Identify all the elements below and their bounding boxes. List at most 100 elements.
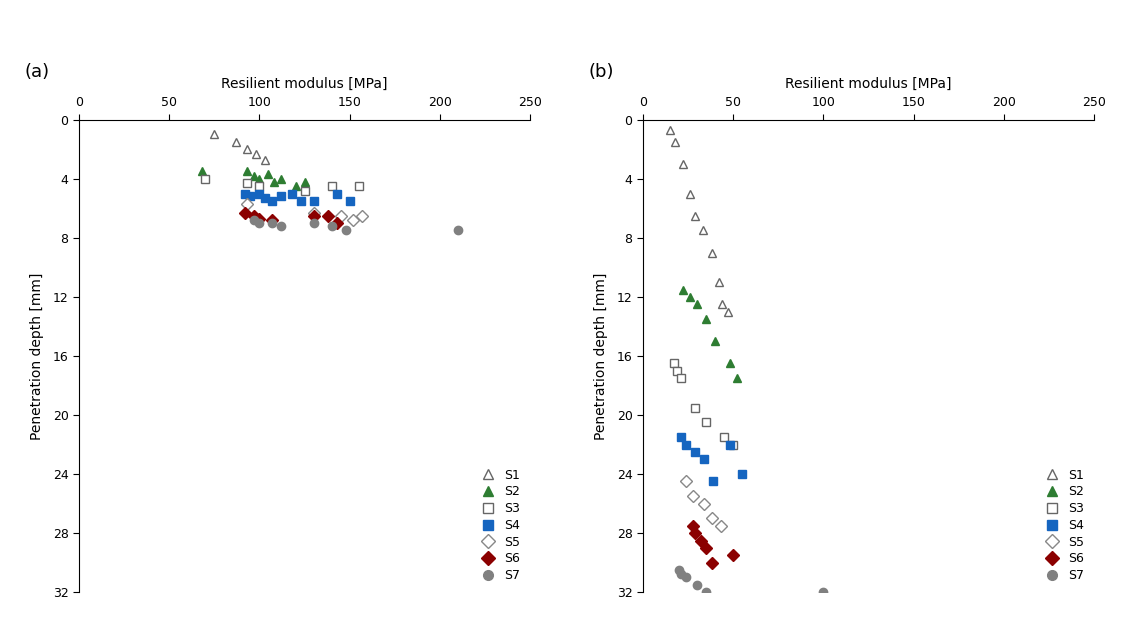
Line: S5: S5: [682, 478, 724, 530]
S5: [334, 212, 347, 219]
S6: [705, 559, 719, 566]
S1: [663, 126, 677, 134]
S6: [307, 212, 320, 219]
S1: [721, 308, 734, 316]
S1: [258, 156, 272, 163]
S2: [684, 293, 697, 301]
S3: [670, 367, 684, 374]
S3: [199, 175, 212, 183]
S6: [726, 551, 740, 559]
S5: [307, 209, 320, 217]
S4: [307, 197, 320, 205]
S3: [688, 404, 702, 411]
S1: [696, 227, 710, 234]
S5: [687, 493, 700, 500]
S6: [265, 216, 279, 224]
S2: [253, 175, 266, 183]
S6: [321, 212, 335, 219]
S4: [244, 193, 257, 200]
S4: [688, 448, 702, 455]
S4: [675, 433, 688, 441]
S5: [346, 216, 360, 224]
S5: [679, 478, 693, 485]
S7: [451, 227, 465, 234]
S2: [274, 175, 288, 183]
S4: [697, 455, 711, 463]
S1: [208, 130, 221, 138]
S4: [274, 193, 288, 200]
S6: [253, 215, 266, 222]
S4: [265, 197, 279, 205]
S6: [699, 544, 713, 552]
S5: [355, 212, 369, 219]
S4: [679, 441, 693, 449]
S7: [247, 216, 261, 224]
S3: [667, 360, 680, 367]
S2: [730, 374, 743, 382]
S1: [249, 150, 263, 158]
S4: [735, 470, 749, 478]
S7: [307, 219, 320, 227]
S5: [240, 200, 254, 208]
S1: [669, 138, 682, 146]
S7: [699, 588, 713, 596]
S2: [262, 171, 275, 178]
Line: S1: S1: [210, 130, 268, 164]
S3: [325, 182, 338, 190]
S2: [240, 168, 254, 175]
X-axis label: Resilient modulus [MPa]: Resilient modulus [MPa]: [785, 77, 952, 91]
Line: S6: S6: [241, 209, 341, 227]
S5: [697, 500, 711, 507]
S4: [331, 190, 344, 197]
S2: [676, 286, 689, 294]
S2: [298, 178, 311, 185]
S7: [325, 222, 338, 230]
Line: S4: S4: [241, 190, 354, 205]
Y-axis label: Penetration depth [mm]: Penetration depth [mm]: [594, 272, 608, 440]
Line: S4: S4: [677, 433, 747, 486]
S6: [238, 209, 252, 217]
S4: [238, 190, 252, 197]
Line: S6: S6: [689, 522, 738, 567]
Line: S7: S7: [675, 566, 828, 597]
S3: [717, 433, 731, 441]
S3: [253, 182, 266, 190]
S5: [714, 522, 728, 530]
S4: [294, 197, 308, 205]
S2: [699, 315, 713, 323]
S7: [340, 227, 353, 234]
Y-axis label: Penetration depth [mm]: Penetration depth [mm]: [30, 272, 44, 440]
S3: [699, 418, 713, 426]
Legend: S1, S2, S3, S4, S5, S6, S7: S1, S2, S3, S4, S5, S6, S7: [1036, 465, 1087, 586]
S3: [352, 182, 365, 190]
Line: S2: S2: [679, 285, 741, 382]
S1: [676, 160, 689, 168]
S4: [723, 441, 737, 449]
X-axis label: Resilient modulus [MPa]: Resilient modulus [MPa]: [221, 77, 388, 91]
S2: [723, 360, 737, 367]
S1: [715, 301, 729, 308]
S7: [679, 574, 693, 581]
S4: [253, 190, 266, 197]
S4: [343, 197, 356, 205]
Text: (b): (b): [589, 63, 615, 81]
S2: [195, 168, 209, 175]
S2: [267, 178, 281, 185]
S1: [705, 249, 719, 256]
S7: [672, 566, 686, 574]
S4: [258, 194, 272, 202]
S1: [240, 146, 254, 153]
S6: [247, 212, 261, 219]
S7: [274, 222, 288, 230]
S2: [708, 338, 722, 345]
S1: [684, 190, 697, 197]
Line: S5: S5: [243, 200, 367, 224]
S6: [688, 529, 702, 537]
S3: [726, 441, 740, 449]
Line: S3: S3: [201, 175, 363, 195]
S6: [331, 219, 344, 227]
S2: [690, 301, 704, 308]
S1: [688, 212, 702, 219]
Legend: S1, S2, S3, S4, S5, S6, S7: S1, S2, S3, S4, S5, S6, S7: [472, 465, 523, 586]
S7: [675, 571, 688, 578]
